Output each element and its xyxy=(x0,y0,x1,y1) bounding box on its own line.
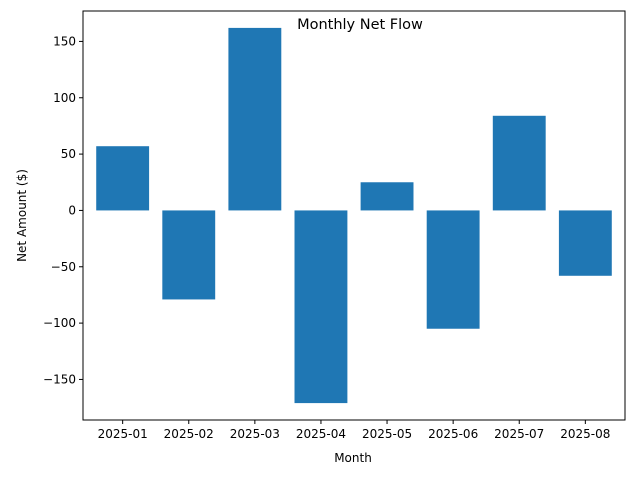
bar-2025-02 xyxy=(162,210,216,300)
x-axis-title: Month xyxy=(334,451,372,465)
y-axis: −150 −100 −50 0 50 100 150 xyxy=(43,34,83,386)
chart-title: Monthly Net Flow xyxy=(297,17,423,33)
plot-frame xyxy=(82,10,626,421)
x-axis: 2025-01 2025-02 2025-03 2025-04 2025-05 2025-… xyxy=(98,420,610,441)
x-tick-label: 2025-07 xyxy=(494,427,544,441)
bar-2025-08 xyxy=(558,210,612,276)
y-tick-label: 100 xyxy=(53,91,76,105)
bar-2025-07 xyxy=(492,115,546,211)
x-tick-label: 2025-01 xyxy=(98,427,148,441)
y-tick-label: 50 xyxy=(61,147,76,161)
bar-2025-03 xyxy=(228,27,282,211)
y-tick-label: −50 xyxy=(51,260,76,274)
bar-2025-05 xyxy=(360,182,414,211)
x-tick-label: 2025-08 xyxy=(560,427,610,441)
bar-2025-06 xyxy=(426,210,480,329)
bars-layer xyxy=(96,27,612,404)
y-tick-label: 150 xyxy=(53,34,76,48)
y-tick-label: −100 xyxy=(43,316,76,330)
x-tick-label: 2025-02 xyxy=(164,427,214,441)
x-tick-label: 2025-05 xyxy=(362,427,412,441)
x-tick-label: 2025-04 xyxy=(296,427,346,441)
bar-2025-01 xyxy=(96,146,150,211)
y-tick-label: −150 xyxy=(43,372,76,386)
x-tick-label: 2025-03 xyxy=(230,427,280,441)
y-axis-title: Net Amount ($) xyxy=(15,169,29,262)
y-tick-label: 0 xyxy=(68,203,76,217)
bar-2025-04 xyxy=(294,210,348,404)
x-tick-label: 2025-06 xyxy=(428,427,478,441)
